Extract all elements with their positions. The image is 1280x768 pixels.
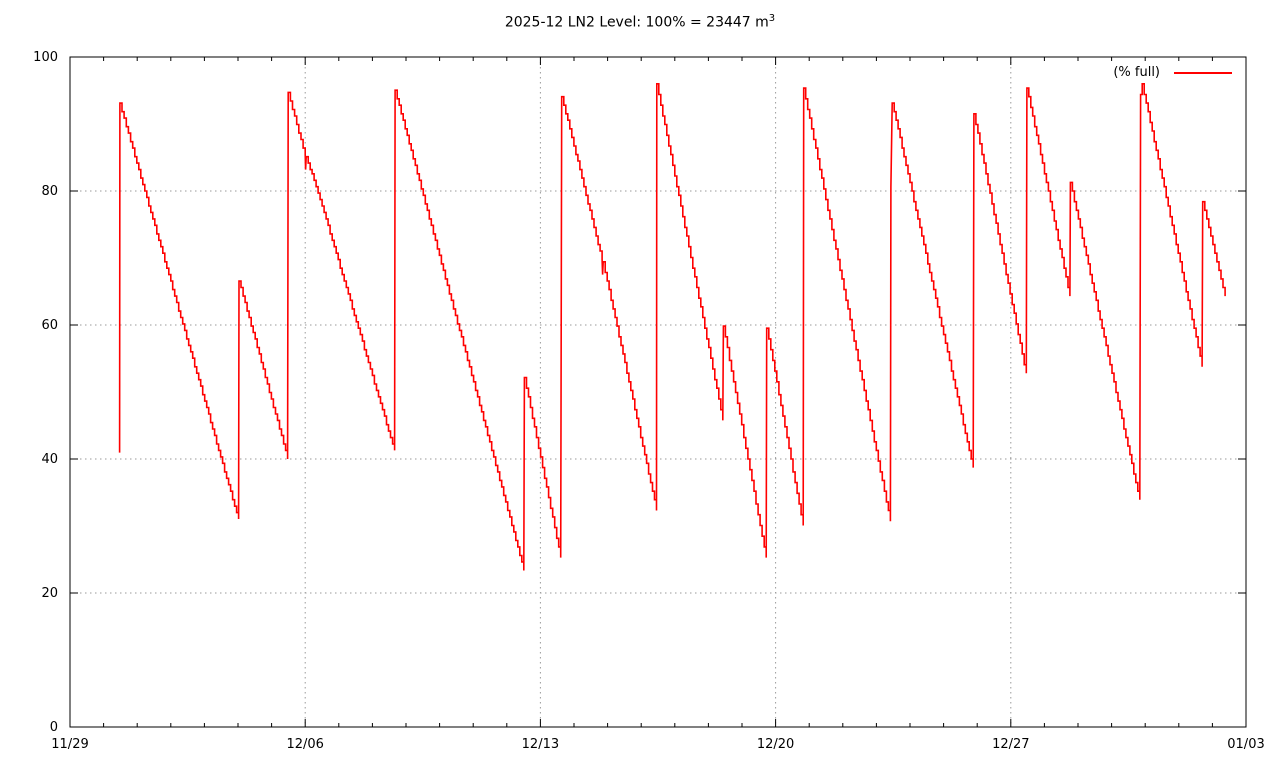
y-tick-label: 20 [41, 586, 58, 601]
x-tick-label: 12/13 [522, 737, 559, 752]
x-tick-label: 11/29 [51, 737, 88, 752]
chart-title: 2025-12 LN2 Level: 100% = 23447 m3 [0, 13, 1280, 31]
legend-label: (% full) [1113, 65, 1160, 80]
legend-line-sample [1174, 71, 1232, 74]
series-line-percent-full [118, 83, 1226, 571]
y-tick-label: 60 [41, 318, 58, 333]
x-tick-label: 12/27 [992, 737, 1029, 752]
x-tick-label: 01/03 [1227, 737, 1264, 752]
x-tick-label: 12/06 [286, 737, 323, 752]
y-tick-label: 0 [50, 720, 58, 735]
chart-title-text: 2025-12 LN2 Level: 100% = 23447 m [504, 14, 769, 31]
legend: (% full) [1113, 65, 1232, 80]
y-tick-label: 80 [41, 184, 58, 199]
y-tick-label: 100 [33, 50, 58, 65]
plot-border [69, 56, 1247, 728]
y-tick-label: 40 [41, 452, 58, 467]
x-tick-label: 12/20 [757, 737, 794, 752]
chart-title-superscript: 3 [768, 13, 776, 24]
